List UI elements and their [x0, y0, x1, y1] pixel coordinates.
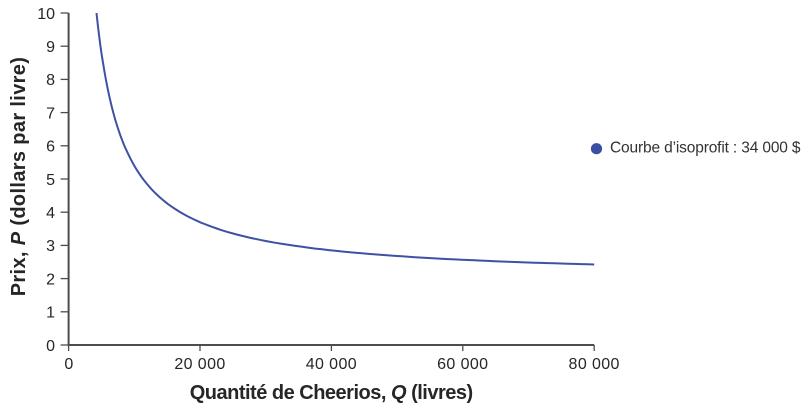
svg-text:Courbe d’isoprofit : 34 000 $: Courbe d’isoprofit : 34 000 $ — [610, 139, 801, 156]
svg-text:0: 0 — [46, 338, 55, 355]
svg-text:9: 9 — [46, 39, 55, 56]
svg-text:40 000: 40 000 — [306, 356, 357, 373]
svg-text:80 000: 80 000 — [569, 356, 620, 373]
svg-text:1: 1 — [46, 305, 55, 322]
svg-text:2: 2 — [46, 271, 55, 288]
svg-text:0: 0 — [64, 356, 73, 373]
svg-text:Prix, P (dollars par livre): Prix, P (dollars par livre) — [8, 57, 30, 297]
svg-text:20 000: 20 000 — [174, 356, 225, 373]
svg-text:6: 6 — [46, 139, 55, 156]
svg-text:8: 8 — [46, 72, 55, 89]
svg-text:Quantité de Cheerios, Q (livre: Quantité de Cheerios, Q (livres) — [190, 382, 473, 404]
svg-text:10: 10 — [37, 6, 55, 23]
svg-text:7: 7 — [46, 105, 55, 122]
svg-text:60 000: 60 000 — [437, 356, 488, 373]
svg-text:5: 5 — [46, 172, 55, 189]
svg-text:4: 4 — [46, 205, 55, 222]
svg-text:3: 3 — [46, 238, 55, 255]
